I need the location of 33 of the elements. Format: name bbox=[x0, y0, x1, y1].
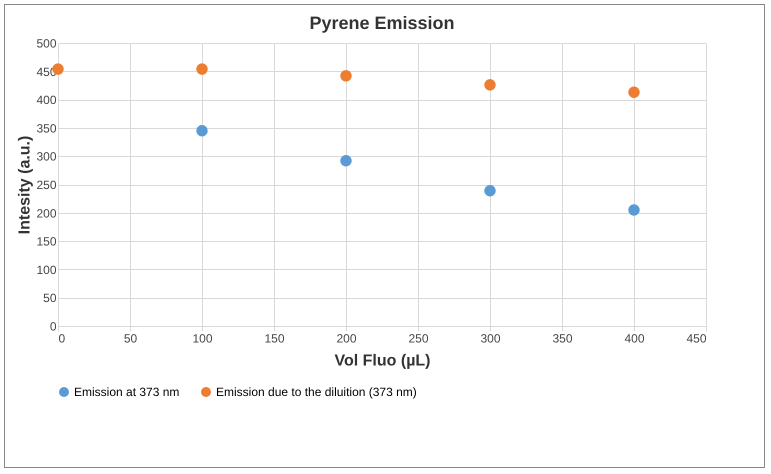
chart-title: Pyrene Emission bbox=[309, 13, 455, 33]
x-tick-label: 100 bbox=[192, 332, 213, 346]
x-tick-label: 450 bbox=[686, 332, 707, 346]
x-tick-label: 400 bbox=[624, 332, 645, 346]
y-tick-label: 200 bbox=[36, 206, 57, 220]
x-tick-label: 300 bbox=[480, 332, 501, 346]
y-tick-label: 250 bbox=[36, 178, 57, 192]
point bbox=[628, 86, 640, 98]
y-tick-label: 0 bbox=[50, 320, 57, 334]
y-tick-label: 350 bbox=[36, 121, 57, 136]
x-tick-label: 150 bbox=[264, 332, 285, 346]
point bbox=[484, 79, 496, 91]
x-tick-label: 200 bbox=[336, 332, 357, 346]
point bbox=[340, 155, 352, 166]
point bbox=[628, 204, 640, 216]
x-axis-title: Vol Fluo (µL) bbox=[334, 352, 431, 370]
point bbox=[340, 70, 352, 82]
point bbox=[484, 185, 496, 196]
y-tick-label: 400 bbox=[36, 93, 57, 108]
x-tick-label: 350 bbox=[552, 332, 573, 346]
y-axis-title: Intesity (a.u.) bbox=[16, 136, 34, 234]
y-tick-label: 100 bbox=[36, 262, 57, 277]
x-tick-label: 50 bbox=[124, 332, 138, 346]
point bbox=[196, 63, 208, 75]
y-tick-label: 150 bbox=[36, 234, 57, 249]
legend-label: Emission due to the diluition (373 nm) bbox=[216, 385, 417, 399]
legend-label: Emission at 373 nm bbox=[74, 385, 180, 399]
x-tick-label: 0 bbox=[58, 332, 66, 346]
x-tick-label: 250 bbox=[408, 332, 429, 346]
y-tick-label: 500 bbox=[36, 36, 57, 50]
y-tick-label: 300 bbox=[36, 150, 57, 164]
y-tick-label: 50 bbox=[43, 291, 57, 306]
point bbox=[196, 125, 208, 136]
